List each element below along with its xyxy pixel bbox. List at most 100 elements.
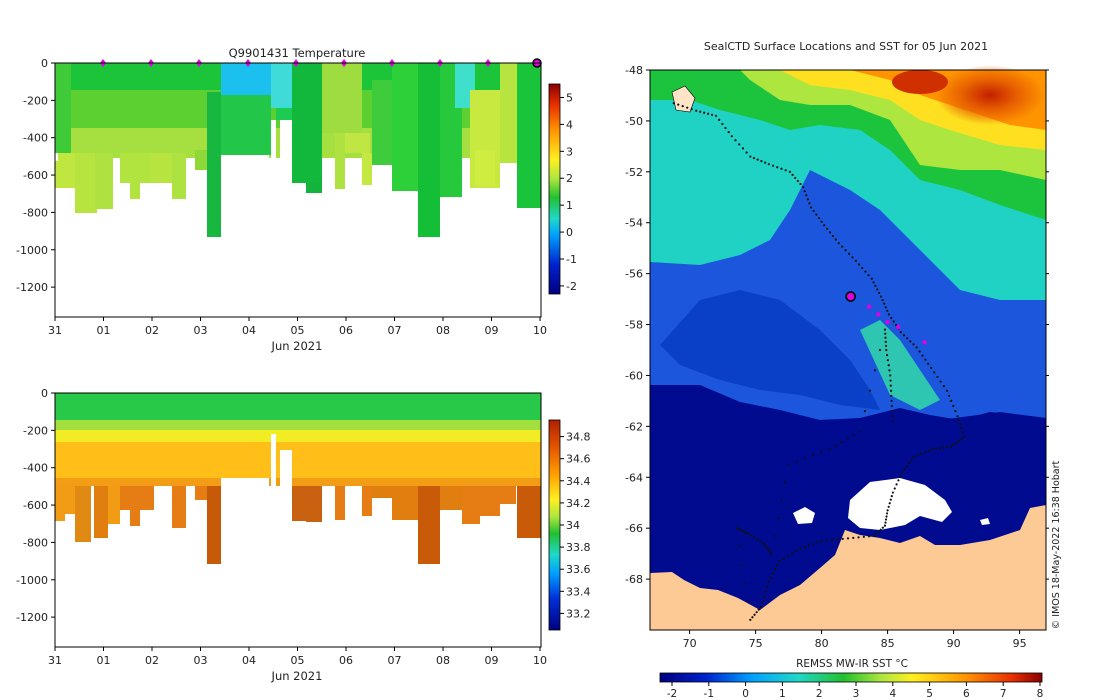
track-point [899,331,902,334]
track-point [881,299,884,302]
y-tick-label: -52 [625,166,643,179]
track-point [738,528,741,531]
track-point [817,217,821,220]
x-tick-label: 06 [339,654,353,667]
track-point [721,122,724,126]
track-point [890,409,894,413]
x-tick-label: 04 [242,654,256,667]
track-point [841,537,844,540]
track-point [837,241,840,245]
track-point [890,404,893,408]
track-point [877,530,880,533]
track-point [895,483,898,486]
track-point [955,441,958,444]
track-point [765,546,768,549]
track-point [767,163,770,166]
track-point [742,530,745,533]
track-point [959,423,962,426]
temperature-x-label: Jun 2021 [271,339,323,353]
track-point [767,580,770,583]
track-point [957,419,960,422]
track-point [889,374,892,377]
track-point [803,545,806,549]
track-point [776,564,779,567]
track-point [957,439,960,442]
track-point [759,605,762,609]
track-point [899,475,902,478]
track-point [802,185,805,189]
track-point [749,618,752,621]
colorbar-tick-label: -2 [667,688,677,700]
colorbar-tick-label: 34.8 [566,431,591,444]
y-tick-label: -600 [23,499,48,512]
track-point [870,277,873,280]
track-point [852,536,855,539]
track-point [770,552,773,555]
current-position [845,291,856,302]
track-point [795,549,798,553]
track-point [780,499,783,502]
track-point [915,346,918,349]
track-point [744,531,747,534]
colorbar-tick-label: 1 [779,688,786,700]
y-tick-label: -58 [625,319,643,332]
track-point [820,539,823,543]
temperature-panel: Q9901431 Temperature [16,46,577,353]
salinity-colorbar: 34.8 34.6 34.4 34.2 34 33.8 33.6 33.4 33.2 [548,419,591,631]
colorbar-tick-label: 33.8 [566,541,591,554]
track-point [909,340,912,343]
track-point [872,281,875,284]
colorbar-tick-label: 34 [566,519,580,532]
track-point [786,555,789,558]
track-point [890,394,893,397]
track-point [879,528,882,531]
x-tick-label: 05 [291,324,305,337]
track-point [891,491,894,494]
track-point [794,176,797,180]
track-point [891,420,894,423]
track-point [961,431,964,434]
colorbar-tick-label: 3 [853,688,860,700]
x-tick-label: 80 [815,637,829,650]
recent-position-marker [866,304,872,309]
track-point [888,502,891,505]
colorbar-tick-label: 6 [963,688,970,700]
track-point [890,316,893,320]
track-point [912,343,915,346]
track-point [686,106,689,109]
track-point [908,461,911,465]
track-point [854,259,858,263]
track-point [950,399,953,403]
track-point [815,213,818,216]
track-point [905,464,908,468]
salinity-data-area [55,393,541,647]
track-point [681,105,684,108]
track-point [769,576,773,579]
track-point [960,427,963,430]
track-point [710,113,714,116]
track-point [672,101,675,105]
track-point [755,611,758,614]
track-point [808,202,811,205]
temperature-title: Q9901431 Temperature [229,46,366,60]
track-point [933,371,936,374]
track-point [788,170,792,173]
track-point [751,616,754,619]
track-point [823,224,826,227]
track-point [861,266,864,270]
track-point [706,112,710,115]
track-point [718,118,721,121]
track-point [847,252,851,255]
track-point [884,306,887,309]
colorbar-tick-label: 0 [566,226,573,239]
track-point [883,328,887,331]
track-point [795,460,798,463]
colorbar-tick-label: -1 [566,253,577,266]
track-point [746,600,749,603]
map-axes-frame [649,69,1047,631]
track-point [858,430,861,433]
track-point [873,534,876,537]
y-tick-label: -600 [23,169,48,182]
track-point [812,209,815,213]
